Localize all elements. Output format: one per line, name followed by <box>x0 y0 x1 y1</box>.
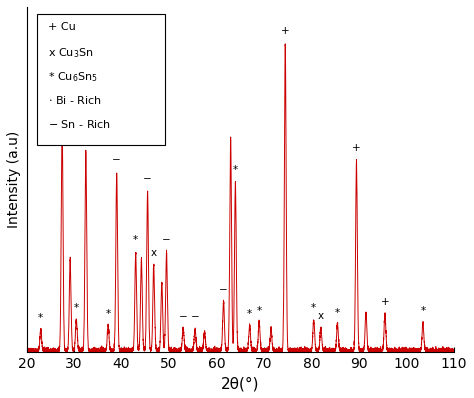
Text: x: x <box>83 134 89 144</box>
FancyBboxPatch shape <box>37 14 165 145</box>
Text: −: − <box>58 103 66 113</box>
Text: *: * <box>38 313 43 323</box>
Text: −: − <box>219 285 228 295</box>
Text: *: * <box>106 309 111 319</box>
Text: *: * <box>74 303 79 313</box>
Text: $-$ Sn - Rich: $-$ Sn - Rich <box>48 118 111 130</box>
Text: $\cdot$ Bi - Rich: $\cdot$ Bi - Rich <box>48 94 102 106</box>
Text: −: − <box>143 174 152 184</box>
X-axis label: 2θ(°): 2θ(°) <box>221 376 259 391</box>
Text: −: − <box>179 312 188 322</box>
Text: + Cu: + Cu <box>48 22 76 33</box>
Text: x: x <box>318 311 324 321</box>
Text: +: + <box>381 297 389 307</box>
Text: *: * <box>335 308 340 318</box>
Text: −: − <box>162 236 171 246</box>
Text: *: * <box>420 306 426 316</box>
Text: x: x <box>151 248 157 258</box>
Text: * Cu$_6$Sn$_5$: * Cu$_6$Sn$_5$ <box>48 70 98 84</box>
Text: +: + <box>281 26 290 36</box>
Y-axis label: Intensity (a.u): Intensity (a.u) <box>7 131 21 228</box>
Text: −: − <box>191 312 200 322</box>
Text: −: − <box>112 156 121 166</box>
Text: *: * <box>256 306 262 316</box>
Text: *: * <box>247 309 252 319</box>
Text: x Cu$_3$Sn: x Cu$_3$Sn <box>48 46 93 60</box>
Text: *: * <box>233 165 238 175</box>
Text: *: * <box>311 303 316 313</box>
Text: +: + <box>352 143 361 153</box>
Text: *: * <box>133 236 138 246</box>
